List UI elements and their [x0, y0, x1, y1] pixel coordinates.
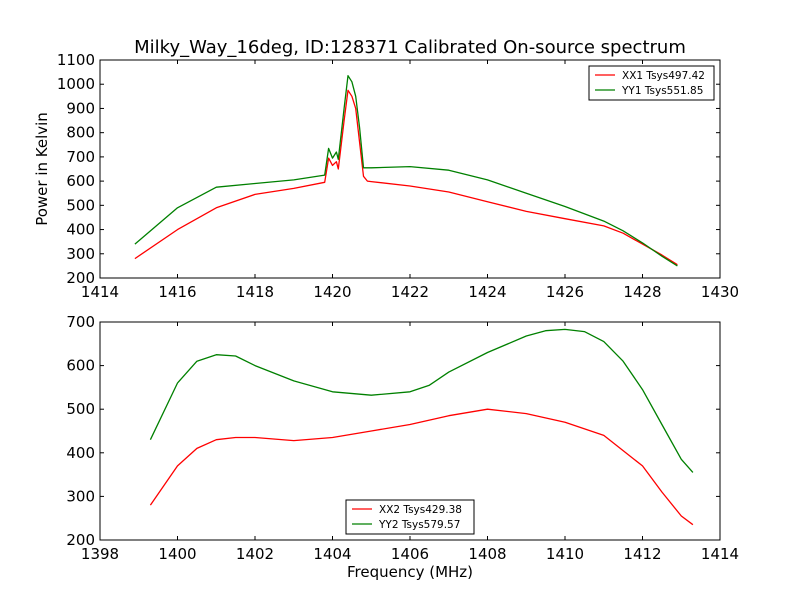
series-line-xx2: [149, 408, 694, 526]
y-tick-label: 1100: [57, 51, 95, 69]
y-tick-label: 200: [66, 269, 95, 287]
y-tick-label: 700: [66, 313, 95, 331]
x-tick-label: 1398: [81, 545, 119, 563]
x-tick-label: 1418: [236, 283, 274, 301]
x-tick-label: 1420: [313, 283, 351, 301]
x-tick-label: 1400: [158, 545, 196, 563]
x-tick-label: 1412: [623, 545, 661, 563]
legend: XX2 Tsys429.38 YY2 Tsys579.57: [345, 499, 475, 535]
series-line-yy1: [134, 75, 678, 267]
x-tick-label: 1422: [391, 283, 429, 301]
legend: XX1 Tsys497.42 YY1 Tsys551.85: [588, 65, 715, 101]
y-tick-label: 1000: [57, 75, 95, 93]
legend-box: [588, 65, 715, 101]
x-tick-label: 1414: [701, 545, 739, 563]
y-tick-label: 700: [66, 148, 95, 166]
x-tick-label: 1406: [391, 545, 429, 563]
x-tick-label: 1404: [313, 545, 351, 563]
x-tick-label: 1410: [546, 545, 584, 563]
y-tick-label: 800: [66, 124, 95, 142]
chart-title: Milky_Way_16deg, ID:128371 Calibrated On…: [134, 37, 686, 58]
x-tick-label: 1414: [81, 283, 119, 301]
legend-label: YY1 Tsys551.85: [621, 85, 703, 97]
y-axis-label: Power in Kelvin: [33, 112, 51, 226]
x-tick-label: 1430: [701, 283, 739, 301]
legend-box: [345, 499, 475, 535]
series-line-yy2: [149, 328, 694, 473]
x-axis-label: Frequency (MHz): [347, 563, 473, 581]
legend-label: XX1 Tsys497.42: [622, 70, 705, 82]
x-tick-label: 1402: [236, 545, 274, 563]
x-tick-label: 1408: [468, 545, 506, 563]
legend-label: YY2 Tsys579.57: [378, 519, 460, 531]
y-tick-label: 400: [66, 444, 95, 462]
bottom-axes: 1398 1400 1402 1404 1406 1408 1410 1412 1414 200 3…: [66, 313, 739, 563]
x-tick-label: 1424: [468, 283, 506, 301]
x-tick-label: 1416: [158, 283, 196, 301]
y-tick-label: 600: [66, 357, 95, 375]
x-tick-label: 1428: [623, 283, 661, 301]
legend-label: XX2 Tsys429.38: [379, 504, 462, 516]
y-tick-label: 400: [66, 221, 95, 239]
y-tick-label: 900: [66, 99, 95, 117]
y-tick-label: 600: [66, 172, 95, 190]
y-tick-label: 500: [66, 196, 95, 214]
top-axes: 1414 1416 1418 1420 1422 1424 1426 1428 1430 200 3…: [57, 51, 739, 301]
y-tick-label: 500: [66, 400, 95, 418]
y-tick-label: 200: [66, 531, 95, 549]
y-tick-label: 300: [66, 487, 95, 505]
series-line-xx1: [134, 89, 678, 266]
x-tick-label: 1426: [546, 283, 584, 301]
y-tick-label: 300: [66, 245, 95, 263]
